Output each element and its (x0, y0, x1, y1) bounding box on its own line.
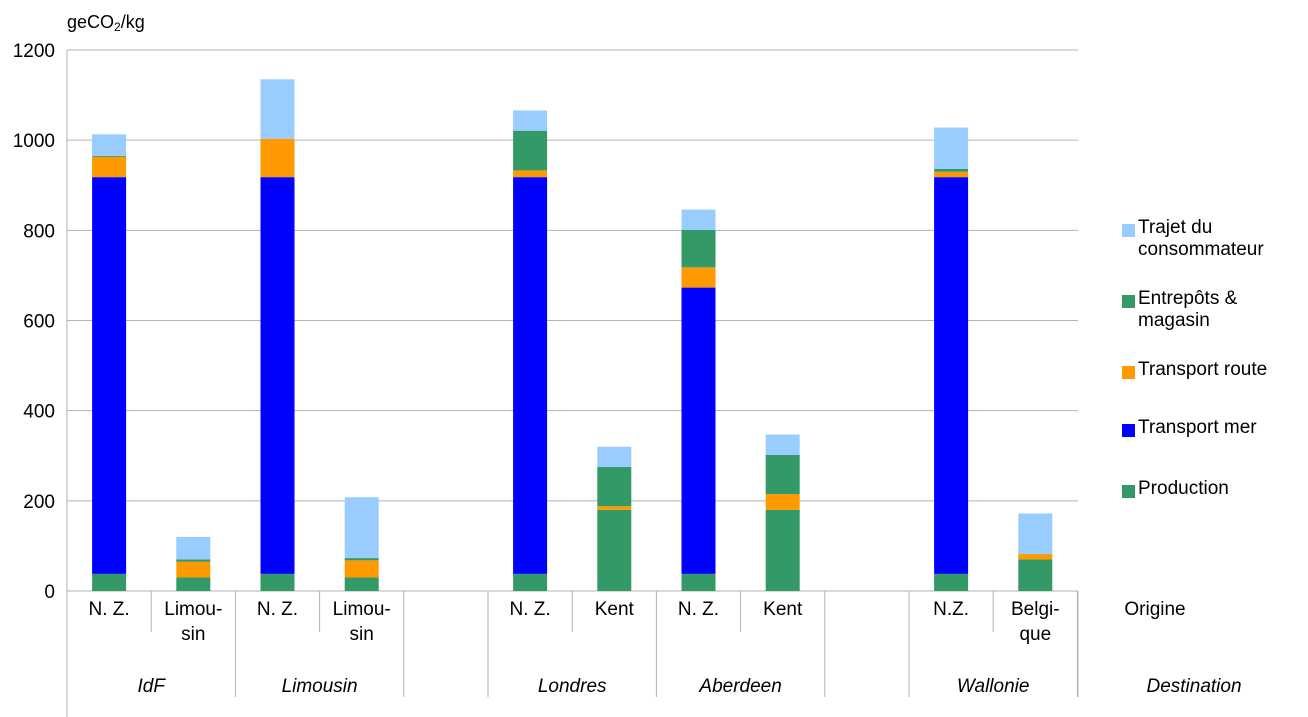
group-label: Limousin (282, 676, 358, 697)
y-tick-label: 400 (23, 402, 55, 423)
bar-segment-transport-route (260, 138, 295, 178)
category-label: Limou- (164, 599, 222, 620)
bar-segment-entrepots (92, 155, 127, 157)
legend-swatch (1122, 366, 1135, 379)
bar-segment-transport-route (344, 560, 379, 578)
y-tick-label: 800 (23, 221, 55, 242)
bar-segment-entrepots (934, 169, 969, 172)
category-label: sin (181, 624, 205, 645)
bar-segment-trajet (513, 110, 548, 131)
bar-segment-entrepots (513, 130, 548, 171)
group-label: Wallonie (957, 676, 1030, 697)
category-label: Kent (595, 599, 635, 620)
bar-segment-transport-route (513, 170, 548, 178)
y-tick-label: 0 (44, 582, 55, 603)
bar-segment-transport-route (92, 156, 127, 178)
bar-segment-trajet (176, 536, 211, 560)
bar-segment-transport-mer (513, 177, 548, 574)
bar-segment-production (765, 509, 800, 591)
bar-segment-transport-route (597, 506, 632, 510)
legend-item-entrepots: Entrepôts & magasin (1122, 288, 1237, 332)
legend-label: Transport mer (1138, 417, 1257, 438)
bar-segment-production (934, 573, 969, 591)
bar-segment-transport-mer (934, 177, 969, 574)
bar-segment-trajet (1018, 513, 1053, 555)
category-label: Limou- (333, 599, 391, 620)
category-label: sin (350, 624, 374, 645)
bar-segment-trajet (681, 209, 716, 230)
y-axis-label: geCO2/kg (67, 12, 145, 34)
bar-segment-trajet (92, 134, 127, 156)
bar-segment-transport-route (765, 494, 800, 510)
destination-axis-label: Destination (1146, 676, 1241, 697)
bar-segment-transport-route (1018, 554, 1053, 560)
category-label: Kent (763, 599, 803, 620)
legend-item-trajet: Trajet du consommateur (1122, 217, 1264, 261)
legend-item-production: Production (1122, 478, 1229, 500)
bar-segment-production (1018, 559, 1053, 591)
bar-segment-trajet (260, 79, 295, 139)
bar-segment-transport-mer (92, 177, 127, 574)
legend-swatch (1122, 224, 1135, 237)
bar-segment-production (260, 573, 295, 591)
legend-label: Entrepôts & magasin (1138, 288, 1238, 331)
bar-segment-entrepots (344, 558, 379, 561)
legend-item-transport-route: Transport route (1122, 359, 1267, 381)
y-tick-label: 1200 (13, 41, 55, 62)
bar-segment-production (597, 509, 632, 591)
y-tick-label: 1000 (13, 131, 55, 152)
group-label: Londres (538, 676, 607, 697)
bar-segment-entrepots (176, 559, 211, 562)
bar-segment-transport-route (176, 561, 211, 578)
bar-segment-trajet (597, 446, 632, 468)
bar-segment-production (92, 573, 127, 591)
bar-segment-trajet (765, 434, 800, 455)
category-label: N. Z. (89, 599, 130, 620)
bar-segment-trajet (344, 497, 379, 559)
category-label: N. Z. (510, 599, 551, 620)
legend-label: Transport route (1138, 359, 1268, 380)
bar-segment-entrepots (765, 454, 800, 495)
category-label: N.Z. (933, 599, 969, 620)
origin-axis-label: Origine (1124, 599, 1185, 620)
category-label: que (1019, 624, 1051, 645)
bar-segment-production (176, 577, 211, 591)
legend-label: Production (1138, 478, 1229, 499)
y-tick-label: 600 (23, 312, 55, 333)
category-label: N. Z. (678, 599, 719, 620)
legend-swatch (1122, 295, 1135, 308)
bar-segment-production (344, 577, 379, 591)
legend-label: Trajet du consommateur (1138, 217, 1264, 260)
bar-segment-transport-route (681, 267, 716, 288)
bar-segment-trajet (934, 127, 969, 170)
bar-segment-production (513, 573, 548, 591)
category-label: Belgi- (1011, 599, 1060, 620)
bar-segment-production (681, 573, 716, 591)
bar-segment-entrepots (597, 467, 632, 507)
bar-segment-transport-route (934, 171, 969, 178)
bar-segment-transport-mer (260, 177, 295, 574)
category-label: N. Z. (257, 599, 298, 620)
legend-swatch (1122, 424, 1135, 437)
group-label: IdF (137, 676, 166, 697)
y-tick-label: 200 (23, 492, 55, 513)
legend-item-transport-mer: Transport mer (1122, 417, 1257, 439)
bar-segment-transport-mer (681, 287, 716, 574)
bar-segment-entrepots (681, 229, 716, 268)
group-label: Aberdeen (698, 676, 781, 697)
legend-swatch (1122, 485, 1135, 498)
